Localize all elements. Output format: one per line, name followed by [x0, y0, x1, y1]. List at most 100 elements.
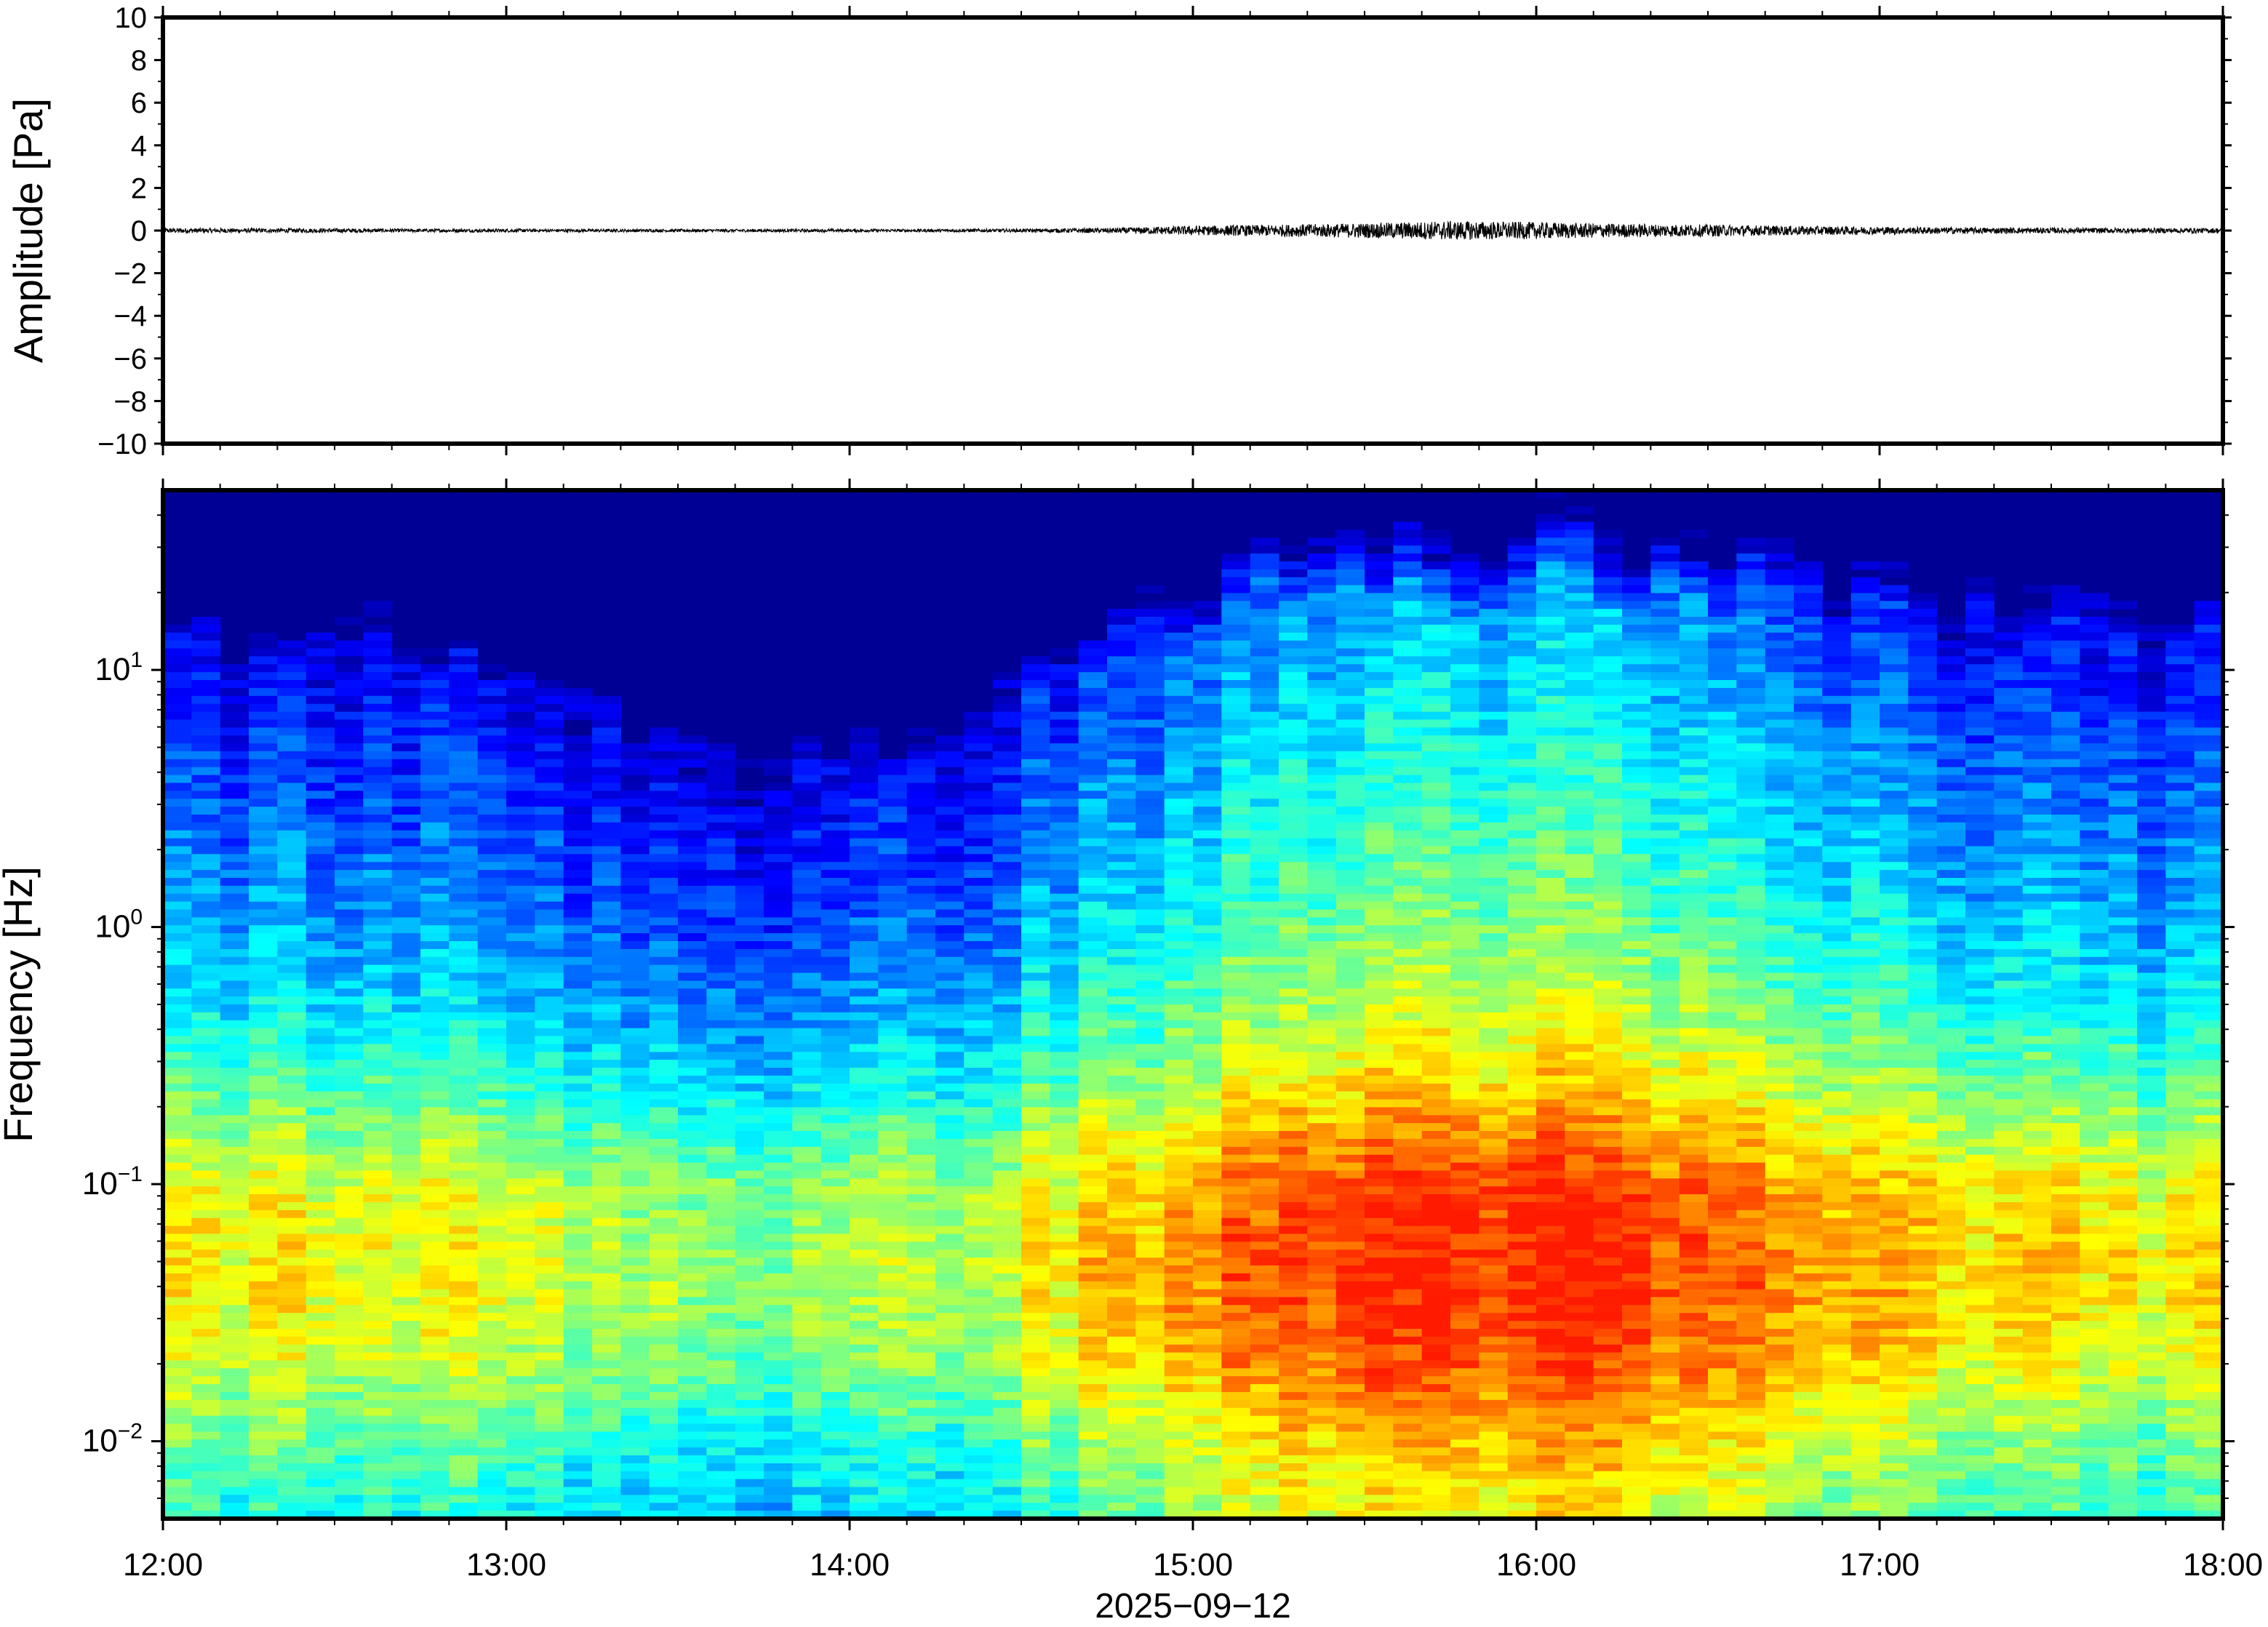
spectrogram-cell	[706, 1471, 735, 1480]
spectrogram-cell	[535, 847, 564, 855]
spectrogram-cell	[1393, 719, 1422, 728]
spectrogram-cell	[1250, 831, 1279, 839]
spectrogram-cell	[764, 1218, 793, 1227]
spectrogram-cell	[392, 988, 421, 997]
spectrogram-cell	[363, 791, 392, 799]
spectrogram-cell	[1050, 1012, 1079, 1021]
spectrogram-cell	[363, 1297, 392, 1306]
spectrogram-cell	[821, 870, 850, 879]
spectrogram-cell	[907, 1131, 936, 1140]
spectrogram-cell	[363, 1321, 392, 1330]
spectrogram-cell	[1107, 1345, 1136, 1354]
spectrogram-cell	[478, 1147, 507, 1156]
spectrogram-cell	[1250, 839, 1279, 847]
spectrogram-cell	[1279, 1361, 1308, 1370]
spectrogram-cell	[1279, 1020, 1308, 1029]
spectrogram-cell	[478, 1297, 507, 1306]
spectrogram-cell	[478, 1170, 507, 1179]
spectrogram-cell	[277, 862, 306, 871]
spectrogram-cell	[1050, 980, 1079, 989]
spectrogram-cell	[335, 743, 364, 752]
spectrogram-cell	[1422, 957, 1451, 966]
spectrogram-cell	[1393, 807, 1422, 815]
spectrogram-cell	[1050, 1115, 1079, 1124]
spectrogram-cell	[1307, 957, 1336, 966]
spectrogram-cell	[850, 1163, 879, 1172]
spectrogram-cell	[620, 1044, 650, 1052]
spectrogram-cell	[220, 1234, 249, 1242]
spectrogram-cell	[163, 719, 192, 728]
spectrogram-cell	[449, 1290, 478, 1298]
spectrogram-cell	[1021, 878, 1050, 887]
spectrogram-cell	[993, 1487, 1022, 1496]
spectrogram-cell	[964, 933, 993, 942]
spectrogram-cell	[1050, 1036, 1079, 1045]
spectrogram-cell	[964, 1447, 993, 1456]
spectrogram-cell	[792, 1384, 821, 1393]
spectrogram-cell	[277, 1361, 306, 1370]
spectrogram-cell	[1193, 1123, 1222, 1132]
spectrogram-cell	[220, 767, 249, 776]
spectrogram-cell	[935, 1408, 965, 1417]
spectrogram-cell	[1165, 759, 1194, 768]
spectrogram-cell	[592, 1321, 621, 1330]
spectrogram-cell	[650, 957, 679, 966]
spectrogram-cell	[1221, 862, 1250, 871]
spectrogram-cell	[935, 1115, 965, 1124]
spectrogram-cell	[735, 1147, 764, 1156]
spectrogram-cell	[620, 1139, 650, 1148]
spectrogram-cell	[564, 1068, 593, 1076]
spectrogram-cell	[821, 1052, 850, 1060]
waveform-y-tick-label: −4	[113, 300, 147, 332]
spectrogram-cell	[1221, 1424, 1250, 1433]
spectrogram-cell	[706, 949, 735, 958]
spectrogram-cell	[564, 949, 593, 958]
spectrogram-cell	[1021, 1463, 1050, 1472]
spectrogram-cell	[993, 1321, 1022, 1330]
spectrogram-cell	[306, 831, 335, 839]
spectrogram-cell	[1365, 664, 1394, 673]
spectrogram-cell	[792, 1028, 821, 1037]
spectrogram-cell	[678, 1495, 707, 1503]
spectrogram-cell	[392, 807, 421, 815]
spectrogram-cell	[821, 1431, 850, 1440]
spectrogram-cell	[478, 1100, 507, 1108]
spectrogram-cell	[620, 783, 650, 791]
spectrogram-cell	[907, 1036, 936, 1045]
spectrogram-cell	[249, 791, 278, 799]
spectrogram-cell	[449, 1376, 478, 1385]
spectrogram-cell	[1135, 1408, 1165, 1417]
spectrogram-cell	[1193, 712, 1222, 721]
spectrogram-cell	[935, 1361, 965, 1370]
spectrogram-cell	[306, 1060, 335, 1068]
spectrogram-cell	[1135, 1131, 1165, 1140]
spectrogram-cell	[993, 719, 1022, 728]
spectrogram-cell	[1165, 783, 1194, 791]
spectrogram-cell	[420, 1313, 450, 1322]
spectrogram-cell	[764, 1266, 793, 1274]
spectrogram-cell	[1393, 1345, 1422, 1354]
spectrogram-cell	[678, 1028, 707, 1037]
spectrogram-cell	[277, 1424, 306, 1433]
spectrogram-cell	[993, 775, 1022, 784]
spectrogram-cell	[821, 1123, 850, 1132]
spectrogram-cell	[220, 1503, 249, 1511]
spectrogram-cell	[1079, 1178, 1108, 1187]
spectrogram-cell	[735, 1258, 764, 1266]
spectrogram-cell	[964, 870, 993, 879]
spectrogram-cell	[878, 767, 907, 776]
spectrogram-cell	[1307, 775, 1336, 784]
spectrogram-cell	[1079, 1503, 1108, 1511]
spectrogram-cell	[935, 735, 965, 744]
spectrogram-cell	[306, 988, 335, 997]
spectrogram-cell	[850, 1353, 879, 1362]
spectrogram-cell	[363, 767, 392, 776]
spectrogram-cell	[1279, 799, 1308, 807]
spectrogram-cell	[620, 933, 650, 942]
spectrogram-cell	[363, 1100, 392, 1108]
spectrogram-cell	[564, 759, 593, 768]
spectrogram-cell	[335, 1282, 364, 1290]
spectrogram-cell	[1135, 633, 1165, 641]
spectrogram-cell	[878, 862, 907, 871]
spectrogram-cell	[392, 704, 421, 713]
